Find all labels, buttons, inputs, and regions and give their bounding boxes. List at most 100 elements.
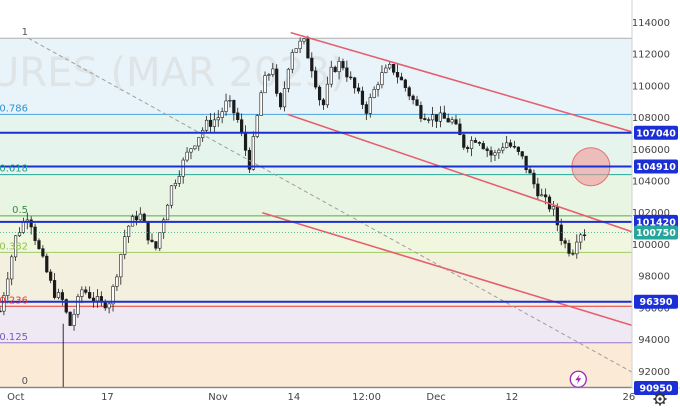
- level-label-104910-text: 104910: [636, 162, 676, 173]
- candle: [520, 151, 524, 160]
- level-label-90950-box: [634, 381, 678, 395]
- candle: [212, 112, 216, 132]
- fib-label-0: 0: [22, 376, 28, 387]
- candle: [493, 149, 497, 162]
- price-tick: 94000: [638, 335, 670, 346]
- candle-body: [575, 241, 579, 255]
- candle-body: [505, 142, 509, 148]
- candle-body: [13, 235, 18, 258]
- candle: [216, 109, 220, 127]
- candle-body: [349, 76, 353, 79]
- fib-label-0.618: 0.618: [0, 164, 28, 175]
- candle-body: [181, 159, 185, 177]
- candle: [134, 210, 139, 226]
- candle-body: [462, 134, 466, 148]
- channel-line-3[interactable]: [262, 211, 633, 327]
- candle: [512, 140, 517, 149]
- candle-body: [275, 68, 279, 94]
- candle-body: [138, 213, 142, 221]
- candle-body: [469, 140, 474, 149]
- candle-body: [271, 68, 275, 75]
- level-label-107040-box: [634, 125, 678, 140]
- candle: [341, 58, 345, 71]
- candle-body: [212, 119, 216, 127]
- candle: [228, 95, 232, 108]
- candle: [579, 232, 583, 250]
- candle-body: [41, 248, 45, 257]
- candle-body: [123, 236, 127, 255]
- candle-body: [45, 255, 49, 273]
- candle-body: [333, 66, 337, 73]
- candle: [481, 140, 485, 150]
- candle-body: [142, 213, 146, 223]
- candle-body: [173, 183, 177, 187]
- event-badge-button[interactable]: [569, 370, 587, 388]
- candle-body: [232, 99, 236, 114]
- last-price-label-text: 100750: [636, 228, 676, 239]
- candle-body: [314, 70, 318, 88]
- candle: [314, 66, 318, 90]
- settings-button[interactable]: [653, 392, 667, 406]
- candle-body: [536, 183, 540, 197]
- candle-body: [317, 86, 322, 101]
- candle-body: [6, 278, 10, 296]
- time-tick: Dec: [426, 392, 445, 403]
- candle: [388, 61, 392, 70]
- candle-body: [403, 79, 407, 88]
- candle: [329, 60, 333, 88]
- price-tick: 102000: [632, 208, 670, 219]
- fib-band-0: [0, 342, 632, 388]
- channel-line-1[interactable]: [290, 31, 633, 133]
- candle: [123, 229, 127, 260]
- candle-body: [372, 89, 376, 98]
- candle-body: [438, 112, 442, 122]
- candle: [84, 286, 88, 295]
- level-label-107040: 107040: [634, 125, 678, 140]
- candle: [150, 233, 154, 243]
- candle: [532, 169, 536, 189]
- candle: [501, 142, 505, 154]
- last-price-label: 100750: [634, 225, 678, 240]
- candle: [505, 135, 509, 149]
- trend-lines[interactable]: [28, 31, 633, 373]
- dashed-diagonal-line[interactable]: [28, 37, 633, 373]
- candle-body: [88, 292, 92, 299]
- candle: [466, 145, 470, 153]
- candle: [294, 48, 298, 53]
- candle: [310, 52, 314, 78]
- candle: [80, 286, 84, 304]
- candle-body: [477, 142, 481, 144]
- candle: [111, 284, 115, 312]
- time-axis-bg: [0, 388, 680, 410]
- candle-body: [364, 104, 368, 114]
- candle: [356, 83, 361, 94]
- fib-label-0.382: 0.382: [0, 241, 28, 252]
- candle: [232, 99, 236, 121]
- candle: [88, 286, 92, 300]
- channel-line-2[interactable]: [287, 113, 633, 233]
- candle: [208, 113, 213, 132]
- candle-body: [115, 276, 119, 287]
- candle-body: [29, 219, 33, 228]
- candle: [411, 94, 415, 105]
- candle-body: [329, 66, 333, 85]
- time-axis[interactable]: Oct 17 Nov 14 12:00 Dec 12 26: [0, 387, 680, 410]
- candle-body: [154, 241, 158, 249]
- candle: [434, 114, 439, 128]
- candle-body: [17, 232, 22, 237]
- candle-body: [532, 172, 536, 185]
- time-tick: 17: [101, 392, 114, 403]
- price-axis[interactable]: [631, 0, 680, 410]
- candle: [540, 188, 544, 197]
- time-tick: Oct: [7, 392, 24, 403]
- candle: [119, 253, 123, 285]
- candle-body: [263, 75, 267, 94]
- time-tick: 12:00: [352, 392, 381, 403]
- candle-body: [356, 87, 361, 92]
- candle-body: [481, 143, 485, 150]
- candle-body: [169, 185, 174, 206]
- candle: [325, 76, 329, 108]
- candle-body: [384, 67, 388, 73]
- candle-body: [290, 52, 294, 70]
